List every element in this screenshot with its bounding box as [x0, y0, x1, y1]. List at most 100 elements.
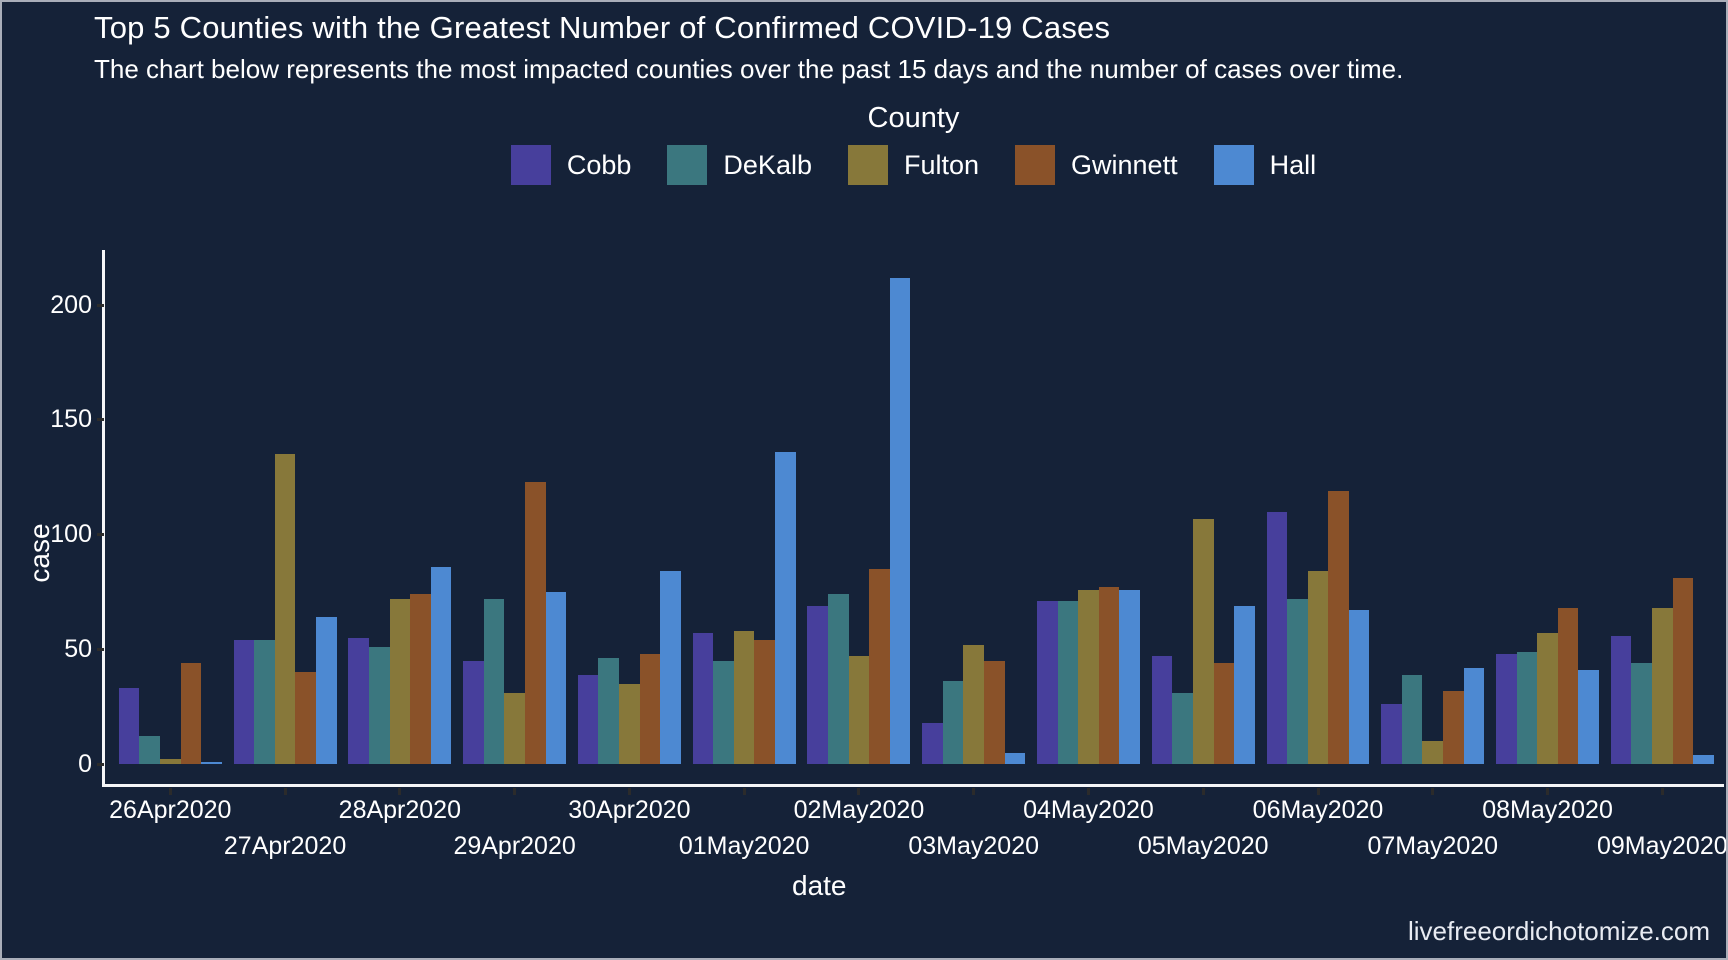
bar-fulton-01May2020 [733, 630, 755, 764]
x-tick-label: 30Apr2020 [568, 796, 691, 824]
bar-dekalb-02May2020 [828, 594, 849, 764]
bar-gwinnett-07May2020 [1443, 690, 1464, 764]
bar-fulton-26Apr2020 [160, 759, 181, 764]
bar-gwinnett-06May2020 [1328, 491, 1349, 764]
legend-items: Cobb DeKalb Fulton Gwinnett Hall [103, 145, 1724, 185]
bar-fulton-30Apr2020 [619, 683, 640, 764]
bar-cobb-02May2020 [807, 605, 828, 764]
legend-item-dekalb: DeKalb [667, 145, 812, 185]
legend-title: County [867, 102, 960, 134]
y-tick-label: 50 [64, 634, 92, 663]
bar-fulton-02May2020 [848, 656, 870, 764]
bar-gwinnett-05May2020 [1213, 663, 1235, 764]
x-tick-mark [742, 788, 746, 795]
x-tick-label: 01May2020 [678, 832, 810, 860]
x-tick-mark [513, 788, 517, 795]
legend-swatch-hall [1213, 145, 1254, 185]
bar-cobb-09May2020 [1610, 635, 1632, 764]
x-tick-mark [972, 788, 976, 795]
bar-cobb-28Apr2020 [348, 637, 369, 764]
bar-dekalb-04May2020 [1057, 601, 1079, 764]
x-tick-label: 07May2020 [1367, 832, 1499, 860]
x-tick-mark [1431, 788, 1435, 795]
x-tick-label: 09May2020 [1596, 832, 1728, 860]
x-tick-mark [398, 788, 402, 795]
y-tick-label: 200 [50, 290, 92, 319]
bar-cobb-26Apr2020 [118, 688, 140, 764]
bar-gwinnett-09May2020 [1672, 578, 1694, 764]
bar-cobb-04May2020 [1036, 601, 1058, 764]
x-tick-mark [168, 788, 172, 795]
legend-swatch-fulton [847, 145, 888, 185]
y-tick-mark [97, 418, 104, 422]
chart-title: Top 5 Counties with the Greatest Number … [94, 10, 1111, 45]
bar-hall-01May2020 [775, 452, 796, 764]
legend-swatch-gwinnett [1015, 145, 1056, 185]
bar-gwinnett-02May2020 [869, 569, 890, 764]
x-tick-label: 29Apr2020 [453, 832, 576, 860]
legend-label: DeKalb [723, 149, 812, 180]
legend-swatch-cobb [510, 145, 551, 185]
legend-label: Hall [1269, 149, 1317, 180]
legend-item-cobb: Cobb [510, 145, 632, 185]
bar-gwinnett-03May2020 [983, 660, 1005, 764]
x-tick-mark [283, 788, 287, 795]
bar-dekalb-30Apr2020 [598, 658, 620, 764]
legend-item-gwinnett: Gwinnett [1015, 145, 1178, 185]
x-tick-label: 03May2020 [908, 832, 1040, 860]
bar-fulton-28Apr2020 [389, 598, 411, 764]
bar-dekalb-27Apr2020 [254, 640, 275, 764]
x-tick-label: 04May2020 [1023, 796, 1154, 824]
bar-fulton-05May2020 [1192, 518, 1214, 764]
bar-hall-09May2020 [1693, 754, 1714, 764]
y-tick-mark [97, 303, 104, 307]
bar-hall-27Apr2020 [315, 617, 337, 764]
legend-item-hall: Hall [1213, 145, 1317, 185]
bar-hall-08May2020 [1578, 669, 1600, 764]
source-caption: livefreeordichotomize.com [1407, 916, 1710, 946]
bar-fulton-29Apr2020 [504, 692, 525, 764]
bar-cobb-05May2020 [1151, 656, 1173, 764]
bar-fulton-07May2020 [1422, 741, 1444, 764]
bar-fulton-08May2020 [1537, 633, 1558, 764]
bar-fulton-09May2020 [1652, 608, 1673, 764]
bar-cobb-29Apr2020 [463, 660, 484, 764]
x-tick-mark [1086, 788, 1090, 795]
bar-hall-26Apr2020 [201, 761, 222, 764]
bar-hall-30Apr2020 [660, 571, 681, 764]
y-axis-line [102, 250, 105, 787]
y-tick-mark [97, 533, 104, 537]
bar-gwinnett-04May2020 [1098, 587, 1120, 764]
y-tick-label: 100 [50, 520, 92, 549]
bar-cobb-06May2020 [1266, 511, 1288, 764]
bar-cobb-01May2020 [692, 633, 714, 764]
y-axis-title: case [24, 523, 55, 583]
bar-dekalb-06May2020 [1287, 598, 1308, 764]
bar-dekalb-08May2020 [1516, 651, 1538, 764]
bar-fulton-06May2020 [1307, 571, 1329, 764]
y-tick-mark [97, 647, 104, 651]
x-tick-label: 26Apr2020 [109, 796, 232, 824]
x-tick-label: 08May2020 [1482, 796, 1613, 824]
legend-label: Cobb [566, 149, 632, 180]
y-tick-label: 0 [78, 749, 92, 778]
bar-gwinnett-29Apr2020 [524, 481, 546, 764]
bar-fulton-27Apr2020 [274, 454, 296, 764]
bar-cobb-27Apr2020 [233, 640, 255, 764]
chart-subtitle: The chart below represents the most impa… [94, 54, 1404, 84]
bar-fulton-03May2020 [963, 644, 984, 764]
x-tick-label: 02May2020 [793, 796, 925, 824]
bar-dekalb-05May2020 [1172, 692, 1193, 764]
bar-dekalb-07May2020 [1401, 674, 1423, 764]
x-tick-label: 06May2020 [1252, 796, 1384, 824]
legend-swatch-dekalb [667, 145, 708, 185]
x-tick-mark [1660, 788, 1664, 795]
bar-hall-02May2020 [889, 277, 911, 764]
bar-cobb-07May2020 [1381, 704, 1402, 764]
bar-cobb-08May2020 [1496, 653, 1517, 764]
bar-hall-28Apr2020 [430, 566, 452, 764]
bar-hall-06May2020 [1348, 610, 1370, 764]
bar-gwinnett-26Apr2020 [180, 663, 202, 764]
bar-dekalb-29Apr2020 [483, 598, 505, 764]
